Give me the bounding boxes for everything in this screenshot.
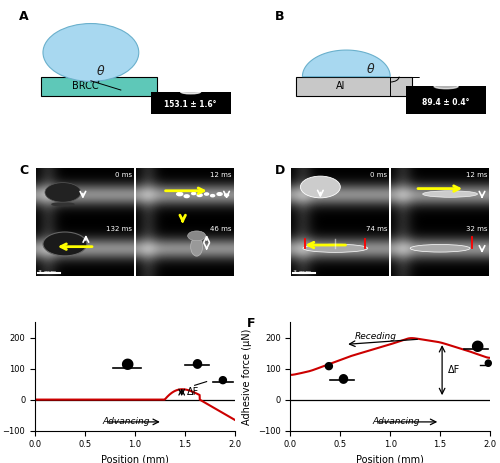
- Text: ●: ●: [324, 361, 333, 371]
- Text: 32 ms: 32 ms: [466, 226, 487, 232]
- Text: ●: ●: [218, 375, 228, 384]
- Ellipse shape: [303, 244, 368, 252]
- Circle shape: [197, 194, 202, 196]
- X-axis label: Position (mm): Position (mm): [101, 455, 168, 463]
- Circle shape: [300, 176, 341, 198]
- Text: ●: ●: [470, 338, 484, 353]
- Circle shape: [188, 231, 206, 241]
- Text: 12 ms: 12 ms: [210, 172, 232, 178]
- Text: 46 ms: 46 ms: [210, 226, 232, 232]
- X-axis label: Position (mm): Position (mm): [356, 455, 424, 463]
- Text: ●: ●: [120, 357, 134, 371]
- Text: Receding: Receding: [354, 332, 397, 341]
- Text: 0 ms: 0 ms: [114, 172, 132, 178]
- Text: $\theta$: $\theta$: [366, 63, 375, 76]
- Circle shape: [204, 193, 208, 195]
- Text: ●: ●: [484, 358, 492, 368]
- Text: C: C: [19, 163, 28, 177]
- Text: 132 ms: 132 ms: [106, 226, 132, 232]
- Circle shape: [176, 193, 182, 196]
- Text: Advancing: Advancing: [372, 417, 420, 426]
- Bar: [41, 76, 156, 96]
- Text: ΔF: ΔF: [186, 387, 199, 397]
- Text: D: D: [274, 163, 284, 177]
- Circle shape: [210, 194, 214, 197]
- Text: 74 ms: 74 ms: [366, 226, 387, 232]
- Ellipse shape: [190, 237, 202, 256]
- Circle shape: [217, 193, 222, 195]
- Text: $\theta$: $\theta$: [96, 63, 106, 78]
- Circle shape: [184, 195, 189, 198]
- Text: 3 mm: 3 mm: [294, 270, 312, 275]
- Text: 0 ms: 0 ms: [370, 172, 387, 178]
- Ellipse shape: [52, 203, 74, 206]
- Ellipse shape: [422, 191, 478, 197]
- Text: Advancing: Advancing: [103, 417, 150, 426]
- Text: F: F: [246, 317, 255, 330]
- Text: ●: ●: [337, 371, 348, 384]
- Text: 12 ms: 12 ms: [466, 172, 487, 178]
- Text: A: A: [19, 10, 28, 23]
- Text: ●: ●: [191, 356, 202, 369]
- Text: Al: Al: [336, 81, 345, 91]
- Text: BRCC: BRCC: [72, 81, 98, 91]
- Text: ΔF: ΔF: [448, 365, 460, 375]
- Circle shape: [224, 194, 228, 196]
- Circle shape: [43, 24, 139, 81]
- Ellipse shape: [410, 244, 470, 252]
- Y-axis label: Adhesive force (μN): Adhesive force (μN): [242, 328, 252, 425]
- Bar: [296, 76, 412, 96]
- Text: B: B: [274, 10, 284, 23]
- Circle shape: [45, 182, 81, 202]
- Polygon shape: [302, 50, 390, 76]
- Circle shape: [192, 193, 196, 194]
- Text: 3 mm: 3 mm: [38, 270, 56, 275]
- Circle shape: [43, 232, 87, 256]
